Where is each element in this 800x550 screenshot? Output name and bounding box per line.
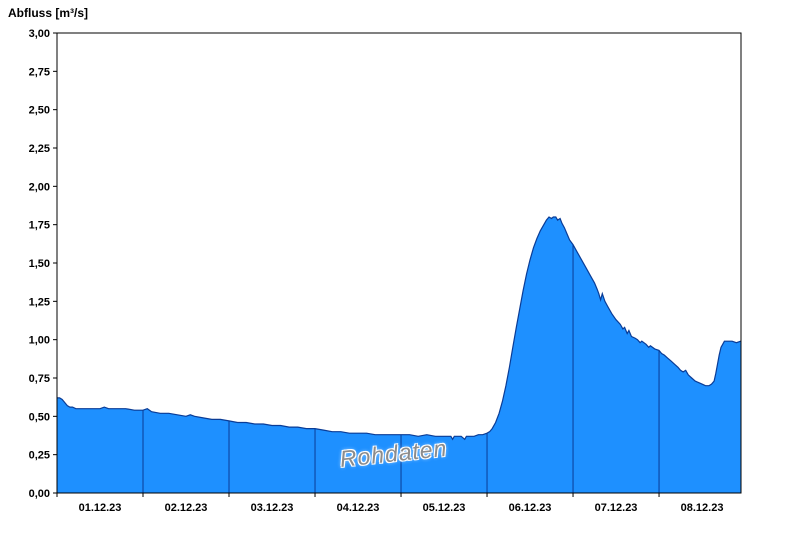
x-tick-label: 03.12.23 (251, 502, 294, 514)
y-axis-title: Abfluss [m³/s] (8, 6, 89, 20)
y-tick-label: 2,50 (29, 105, 50, 117)
y-tick-label: 3,00 (29, 28, 50, 40)
y-tick-label: 1,00 (29, 335, 50, 347)
series-line (57, 216, 741, 441)
x-tick-label: 04.12.23 (337, 502, 380, 514)
x-tick-label: 01.12.23 (79, 502, 122, 514)
x-tick-label: 08.12.23 (681, 502, 724, 514)
y-tick-label: 1,50 (29, 258, 50, 270)
y-tick-label: 1,75 (29, 220, 50, 232)
x-tick-label: 07.12.23 (595, 502, 638, 514)
y-tick-label: 2,25 (29, 143, 50, 155)
y-tick-label: 1,25 (29, 296, 50, 308)
series-area (57, 217, 741, 493)
x-tick-label: 02.12.23 (165, 502, 208, 514)
y-tick-label: 0,25 (29, 450, 50, 462)
y-tick-label: 0,50 (29, 411, 50, 423)
y-tick-label: 2,75 (29, 66, 50, 78)
x-tick-label: 06.12.23 (509, 502, 552, 514)
y-tick-label: 0,00 (29, 488, 50, 500)
x-tick-label: 05.12.23 (423, 502, 466, 514)
y-tick-label: 2,00 (29, 181, 50, 193)
y-tick-label: 0,75 (29, 373, 50, 385)
